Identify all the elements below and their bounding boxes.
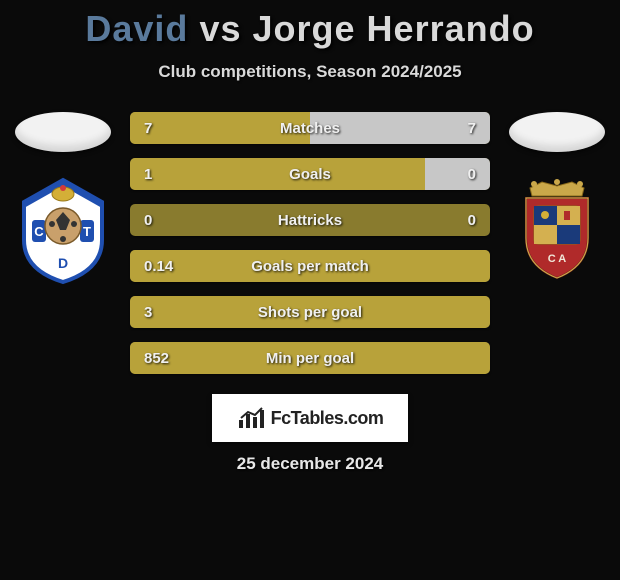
right-side: C A <box>502 112 612 286</box>
stat-value-right: 0 <box>430 166 490 183</box>
player1-name: David <box>85 8 188 49</box>
stat-metric-label: Matches <box>190 120 430 137</box>
stat-value-right: 0 <box>430 212 490 229</box>
stat-value-left: 3 <box>130 304 190 321</box>
stat-metric-label: Hattricks <box>190 212 430 229</box>
svg-text:D: D <box>58 255 68 271</box>
stat-bar-row: 1Goals0 <box>130 158 490 190</box>
stat-bars: 7Matches71Goals00Hattricks00.14Goals per… <box>130 112 490 374</box>
date-label: 25 december 2024 <box>0 454 620 474</box>
vs-label: vs <box>199 8 241 49</box>
stat-bar-row: 0.14Goals per match <box>130 250 490 282</box>
stat-metric-label: Goals per match <box>190 258 430 275</box>
fctables-logo[interactable]: FcTables.com <box>212 394 408 442</box>
player2-name: Jorge Herrando <box>253 8 535 49</box>
comparison-row: C T D 7Matches71Goals00Hattricks00.14Goa… <box>0 112 620 374</box>
stat-value-right: 7 <box>430 120 490 137</box>
stat-bar-row: 852Min per goal <box>130 342 490 374</box>
stat-bar-row: 3Shots per goal <box>130 296 490 328</box>
stat-bar-row: 0Hattricks0 <box>130 204 490 236</box>
page-title: David vs Jorge Herrando <box>0 8 620 50</box>
svg-text:T: T <box>83 224 91 239</box>
svg-text:C: C <box>34 224 44 239</box>
stat-value-left: 852 <box>130 350 190 367</box>
stat-bar-row: 7Matches7 <box>130 112 490 144</box>
logo-text: FcTables.com <box>271 408 384 429</box>
stat-metric-label: Min per goal <box>190 350 430 367</box>
stat-metric-label: Shots per goal <box>190 304 430 321</box>
player2-photo-placeholder <box>509 112 605 152</box>
left-side: C T D <box>8 112 118 286</box>
player2-club-crest: C A <box>508 174 606 286</box>
stat-value-left: 0 <box>130 212 190 229</box>
chart-icon <box>237 406 265 430</box>
stat-value-left: 1 <box>130 166 190 183</box>
comparison-card: David vs Jorge Herrando Club competition… <box>0 0 620 580</box>
player1-club-crest: C T D <box>14 174 112 286</box>
player1-photo-placeholder <box>15 112 111 152</box>
stat-value-left: 0.14 <box>130 258 190 275</box>
stat-metric-label: Goals <box>190 166 430 183</box>
subtitle: Club competitions, Season 2024/2025 <box>0 62 620 82</box>
svg-text:C A: C A <box>548 253 567 265</box>
stat-value-left: 7 <box>130 120 190 137</box>
